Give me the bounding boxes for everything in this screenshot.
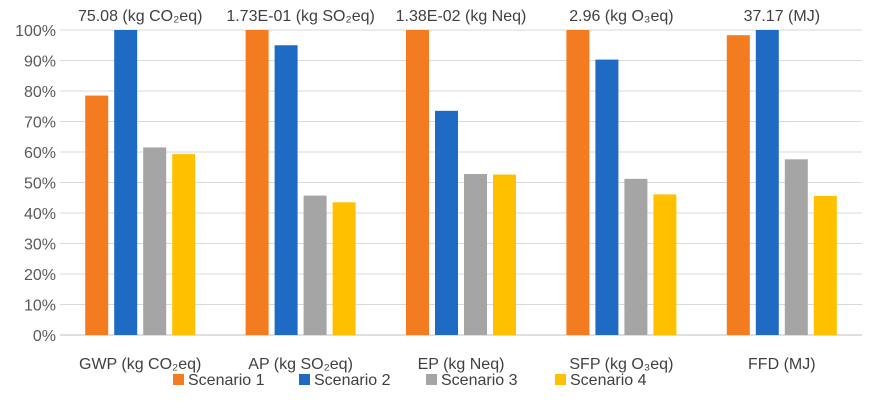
- bar-scenario-1: [85, 95, 109, 335]
- bar-scenario-4: [332, 202, 356, 335]
- y-tick-label: 10%: [24, 298, 56, 315]
- y-tick-label: 100%: [15, 23, 56, 40]
- legend-swatch: [299, 374, 310, 385]
- y-tick-label: 80%: [24, 84, 56, 101]
- bar-scenario-2: [114, 30, 138, 335]
- bar-scenario-2: [595, 59, 619, 336]
- bar-scenario-4: [813, 195, 837, 335]
- bar-scenario-4: [172, 154, 196, 335]
- bar-scenario-3: [303, 195, 327, 335]
- x-axis-categories: GWP (kg CO₂eq) AP (kg SO₂eq) EP (kg Neq) SF…: [79, 356, 816, 373]
- legend: Scenario 1 Scenario 2 Scenario 3 Scenario 4: [173, 372, 647, 389]
- bar-scenario-1: [726, 35, 750, 336]
- y-tick-label: 70%: [24, 115, 56, 132]
- y-tick-label: 60%: [24, 145, 56, 162]
- x-category-label: GWP (kg CO₂eq): [79, 356, 201, 373]
- legend-label: Scenario 2: [314, 372, 391, 389]
- y-tick-label: 20%: [24, 267, 56, 284]
- bar-scenario-3: [464, 173, 487, 335]
- y-tick-label: 0%: [33, 328, 56, 345]
- bar-scenario-1: [566, 30, 590, 335]
- legend-swatch: [555, 374, 566, 385]
- y-tick-label: 90%: [24, 54, 56, 71]
- top-labels: 75.08 (kg CO₂eq) 1.73E-01 (kg SO₂eq) 1.38E…: [78, 8, 820, 25]
- bar-scenario-4: [653, 194, 677, 335]
- top-value-label: 2.96 (kg O₃eq): [569, 8, 673, 25]
- x-category-label: SFP (kg O₃eq): [569, 356, 673, 373]
- bar-scenario-2: [274, 45, 298, 335]
- bar-scenario-3: [143, 147, 167, 335]
- bar-scenario-2: [435, 110, 458, 335]
- bars: [85, 30, 837, 336]
- legend-label: Scenario 3: [441, 372, 518, 389]
- legend-label: Scenario 4: [570, 372, 647, 389]
- y-tick-label: 50%: [24, 176, 56, 193]
- top-value-label: 1.38E-02 (kg Neq): [396, 8, 527, 25]
- top-value-label: 75.08 (kg CO₂eq): [78, 8, 203, 25]
- x-category-label: FFD (MJ): [748, 356, 816, 373]
- legend-label: Scenario 1: [188, 372, 265, 389]
- y-axis-ticks: 0% 10% 20% 30% 40% 50% 60% 70% 80% 90% 100%: [15, 23, 56, 345]
- bar-scenario-1: [245, 30, 269, 335]
- y-tick-label: 30%: [24, 237, 56, 254]
- top-value-label: 1.73E-01 (kg SO₂eq): [226, 8, 375, 25]
- x-category-label: EP (kg Neq): [418, 356, 505, 373]
- bar-scenario-2: [755, 30, 779, 335]
- bar-scenario-3: [784, 159, 808, 335]
- x-category-label: AP (kg SO₂eq): [248, 356, 353, 373]
- bar-scenario-3: [624, 178, 648, 335]
- bar-scenario-4: [493, 174, 516, 335]
- top-value-label: 37.17 (MJ): [744, 8, 820, 25]
- y-tick-label: 40%: [24, 206, 56, 223]
- legend-swatch: [426, 374, 437, 385]
- legend-swatch: [173, 374, 184, 385]
- bar-scenario-1: [406, 30, 429, 335]
